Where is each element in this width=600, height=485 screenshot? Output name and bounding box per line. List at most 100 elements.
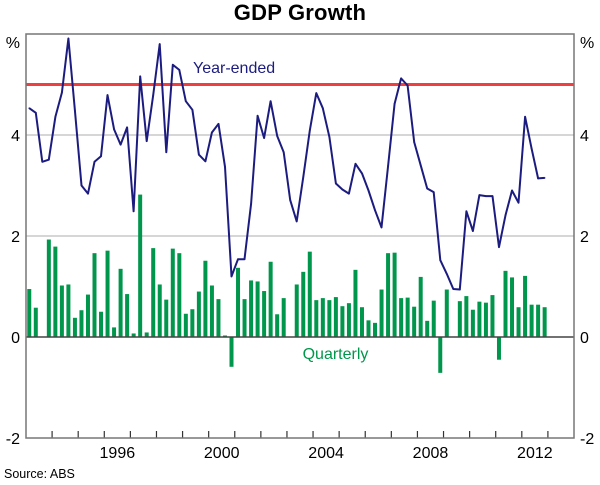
point-year-ended: [54, 116, 57, 118]
point-year-ended: [106, 94, 109, 96]
y-tick-label-left: 0: [11, 330, 20, 347]
point-year-ended: [348, 192, 350, 195]
point-year-ended: [41, 160, 44, 163]
point-year-ended: [543, 177, 546, 179]
point-year-ended: [224, 166, 226, 168]
y-tick-label-left: 4: [11, 128, 20, 145]
bar-quarterly: [405, 297, 410, 337]
point-year-ended: [354, 162, 357, 165]
bar-quarterly: [229, 337, 234, 367]
bar-quarterly: [320, 298, 325, 337]
bar-quarterly: [275, 314, 280, 337]
point-year-ended: [485, 195, 487, 197]
bar-quarterly: [72, 317, 77, 337]
point-year-ended: [204, 160, 207, 163]
bar-quarterly: [340, 306, 345, 337]
bar-quarterly: [503, 270, 508, 337]
bar-quarterly: [255, 281, 260, 337]
point-year-ended: [263, 137, 265, 139]
point-year-ended: [289, 199, 292, 201]
point-year-ended: [295, 220, 298, 223]
y-tick-label-right: 2: [580, 229, 589, 246]
bar-quarterly: [170, 248, 175, 337]
point-year-ended: [511, 189, 513, 192]
bar-quarterly: [164, 299, 169, 337]
bar-quarterly: [477, 301, 482, 337]
bar-quarterly: [333, 297, 338, 337]
source-note: Source: ABS: [4, 467, 75, 481]
point-year-ended: [472, 230, 474, 232]
bar-quarterly: [536, 304, 541, 337]
bar-quarterly: [444, 289, 449, 337]
point-year-ended: [74, 109, 76, 112]
y-tick-label-left: -2: [6, 431, 20, 448]
bar-quarterly: [373, 322, 378, 337]
point-year-ended: [335, 182, 337, 185]
point-year-ended: [308, 129, 311, 132]
point-year-ended: [237, 258, 239, 261]
bar-quarterly: [138, 194, 143, 337]
point-year-ended: [61, 91, 63, 94]
series-label-year-ended: Year-ended: [193, 60, 275, 77]
point-year-ended: [491, 195, 494, 197]
point-year-ended: [126, 126, 128, 129]
y-tick-label-right: 4: [580, 128, 589, 145]
y-axis-unit-right: %: [580, 35, 594, 52]
point-year-ended: [315, 92, 318, 94]
bar-quarterly: [392, 252, 397, 337]
line-year-ended: [28, 37, 545, 291]
x-tick-label: 2000: [204, 445, 240, 462]
bar-quarterly: [399, 298, 404, 337]
bar-quarterly: [490, 295, 495, 337]
point-year-ended: [419, 164, 422, 167]
point-year-ended: [211, 131, 213, 134]
point-year-ended: [517, 201, 520, 204]
point-year-ended: [498, 246, 500, 248]
point-year-ended: [185, 100, 187, 102]
bar-quarterly: [118, 268, 123, 337]
bar-quarterly: [177, 253, 182, 337]
point-year-ended: [537, 177, 539, 180]
bar-quarterly: [457, 301, 462, 337]
bar-quarterly: [85, 294, 90, 337]
point-year-ended: [158, 43, 161, 45]
bar-quarterly: [542, 307, 547, 337]
point-year-ended: [400, 77, 402, 80]
point-year-ended: [80, 184, 83, 187]
point-year-ended: [165, 151, 168, 153]
bar-quarterly: [53, 246, 58, 337]
bar-quarterly: [523, 275, 528, 337]
point-year-ended: [198, 153, 200, 156]
bar-quarterly: [496, 337, 501, 360]
point-year-ended: [439, 259, 442, 262]
bar-quarterly: [301, 271, 306, 337]
point-year-ended: [361, 172, 363, 175]
bar-quarterly: [236, 267, 241, 337]
point-year-ended: [406, 84, 409, 87]
bar-quarterly: [157, 284, 162, 337]
point-year-ended: [387, 165, 389, 167]
bar-quarterly: [209, 285, 214, 337]
bar-quarterly: [99, 311, 104, 337]
point-year-ended: [432, 191, 435, 193]
point-year-ended: [269, 100, 272, 102]
point-year-ended: [191, 108, 194, 111]
point-year-ended: [504, 214, 507, 217]
point-year-ended: [452, 288, 455, 290]
point-year-ended: [178, 69, 181, 71]
bar-quarterly: [366, 320, 371, 337]
point-year-ended: [328, 136, 331, 138]
bar-quarterly: [131, 333, 136, 337]
bar-quarterly: [483, 302, 488, 337]
point-year-ended: [524, 116, 526, 118]
point-year-ended: [100, 155, 102, 158]
bar-quarterly: [464, 296, 469, 337]
bar-quarterly: [222, 335, 227, 337]
bar-quarterly: [529, 304, 534, 337]
bar-quarterly: [510, 277, 515, 337]
y-tick-label-right: 0: [580, 330, 589, 347]
point-year-ended: [459, 288, 461, 291]
y-tick-label-left: 2: [11, 229, 20, 246]
x-tick-label: 2012: [517, 445, 553, 462]
plot-frame: [25, 33, 575, 439]
